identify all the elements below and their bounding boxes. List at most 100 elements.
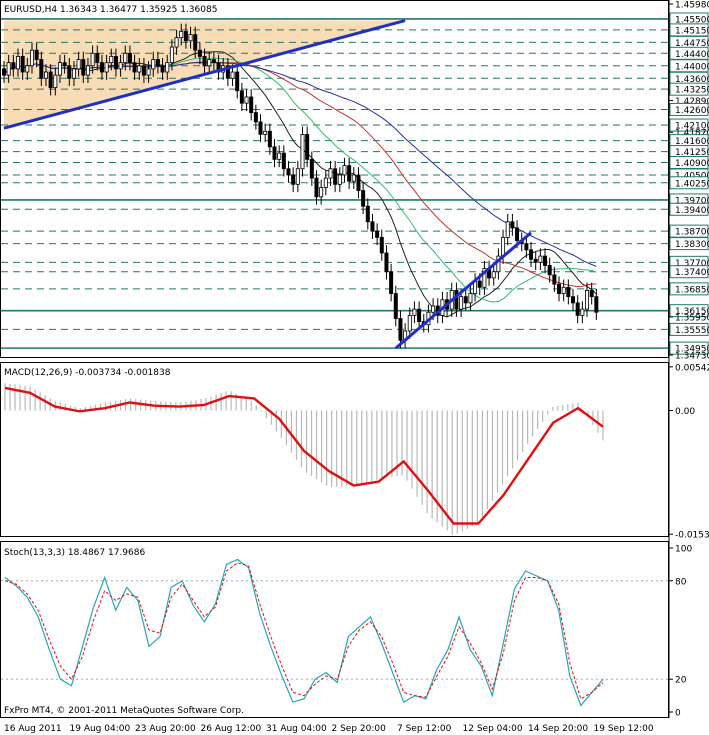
candle-body [127,52,132,64]
candle-body [193,34,198,51]
candle-body [197,49,202,57]
price-tick-label: 1.35950 [675,313,709,323]
price-tick-label: 1.44750 [675,39,709,49]
macd-pane [4,383,604,535]
price-label-box [669,322,709,336]
candle-body [589,290,594,298]
stoch-tick-label: 80 [675,577,687,587]
price-tick-label: 1.35550 [675,326,709,336]
candle-body [99,62,104,73]
candle-body [328,168,333,179]
candle-body [305,134,310,160]
price-tick-label: 1.38700 [675,228,709,238]
candle-body [62,62,67,67]
candle-body [34,49,39,60]
price-header: EURUSD,H4 1.36343 1.36477 1.35925 1.3608… [4,5,217,15]
candle-body [356,174,361,191]
macd-legend: MACD(12,26,9) -0.003734 -0.001838 [4,368,171,378]
candle-body [71,68,76,79]
macd-tick-label: 0.00 [675,407,695,417]
candle-body [253,112,258,123]
price-label-box [669,237,709,251]
price-label-box [669,82,709,96]
stoch-tick-label: 100 [675,545,692,555]
candle-body [281,152,286,170]
candle-body [141,65,146,76]
time-tick-label: 19 Aug 04:00 [70,724,131,734]
candle-body [524,243,529,251]
candle-body [393,293,398,319]
stoch-tick-label: 20 [675,676,687,686]
candle-body [585,290,590,310]
candle-body [491,271,496,279]
price-label-box [669,265,709,279]
candle-body [132,62,137,73]
price-label-box [669,304,709,318]
price-tick-label: 1.42100 [675,122,709,132]
stoch-tick-label: 0 [675,709,681,719]
candle-body [2,68,7,76]
candle-body [463,296,468,304]
price-tick-label: 1.45500 [675,15,709,25]
candle-body [398,318,403,341]
candle-body [543,255,548,266]
candle-body [468,293,473,304]
candle-body [295,168,300,185]
candle-body [11,62,16,70]
candle-body [160,65,165,73]
price-tick-label: 1.37400 [675,268,709,278]
candle-body [15,56,20,70]
price-tick-label: 1.39400 [675,206,709,216]
candle-body [76,59,81,70]
time-tick-label: 19 Sep 12:00 [594,724,654,734]
price-tick-label: 1.34730 [675,352,709,362]
stoch-signal-line [4,562,604,700]
stoch-legend: Stoch(13,3,3) 18.4867 17.9686 [4,548,145,558]
macd-signal-line [4,386,604,525]
candle-body [547,265,552,276]
stoch-main-line [4,558,604,707]
trendline-1 [394,231,533,350]
candle-body [85,65,90,76]
candle-body [314,177,319,198]
price-tick-label: 1.38300 [675,240,709,250]
candle-body [505,221,510,238]
candle-body [151,59,156,70]
candle-body [291,174,296,185]
price-tick-label: 1.41600 [675,137,709,147]
candle-body [207,59,212,67]
candle-body [137,65,142,73]
candle-body [342,165,347,176]
price-tick-label: 1.44400 [675,50,709,60]
price-tick-label: 1.36150 [675,307,709,317]
candle-body [379,236,384,254]
time-tick-label: 26 Aug 12:00 [201,724,262,734]
candle-body [300,134,305,170]
candle-body [95,52,100,64]
candle-body [235,71,240,92]
candle-body [53,74,58,89]
price-tick-label: 1.40900 [675,159,709,169]
candle-body [412,308,417,316]
candle-body [407,314,412,332]
candle-body [552,274,557,285]
candle-body [225,65,230,79]
candle-body [477,280,482,288]
candle-body [57,62,62,76]
candle-body [39,59,44,79]
candle-body [244,96,249,104]
candle-body [155,59,160,67]
price-label-box [669,341,709,355]
candle-body [286,168,291,176]
candle-body [557,283,562,294]
price-tick-label: 1.42890 [675,97,709,107]
macd-pane-frame [0,362,669,537]
candle-body [533,258,538,263]
candle-body [319,187,324,198]
candle-body [277,152,282,160]
price-label-box [669,176,709,190]
candle-body [501,236,506,257]
price-tick-label: 1.43600 [675,75,709,85]
